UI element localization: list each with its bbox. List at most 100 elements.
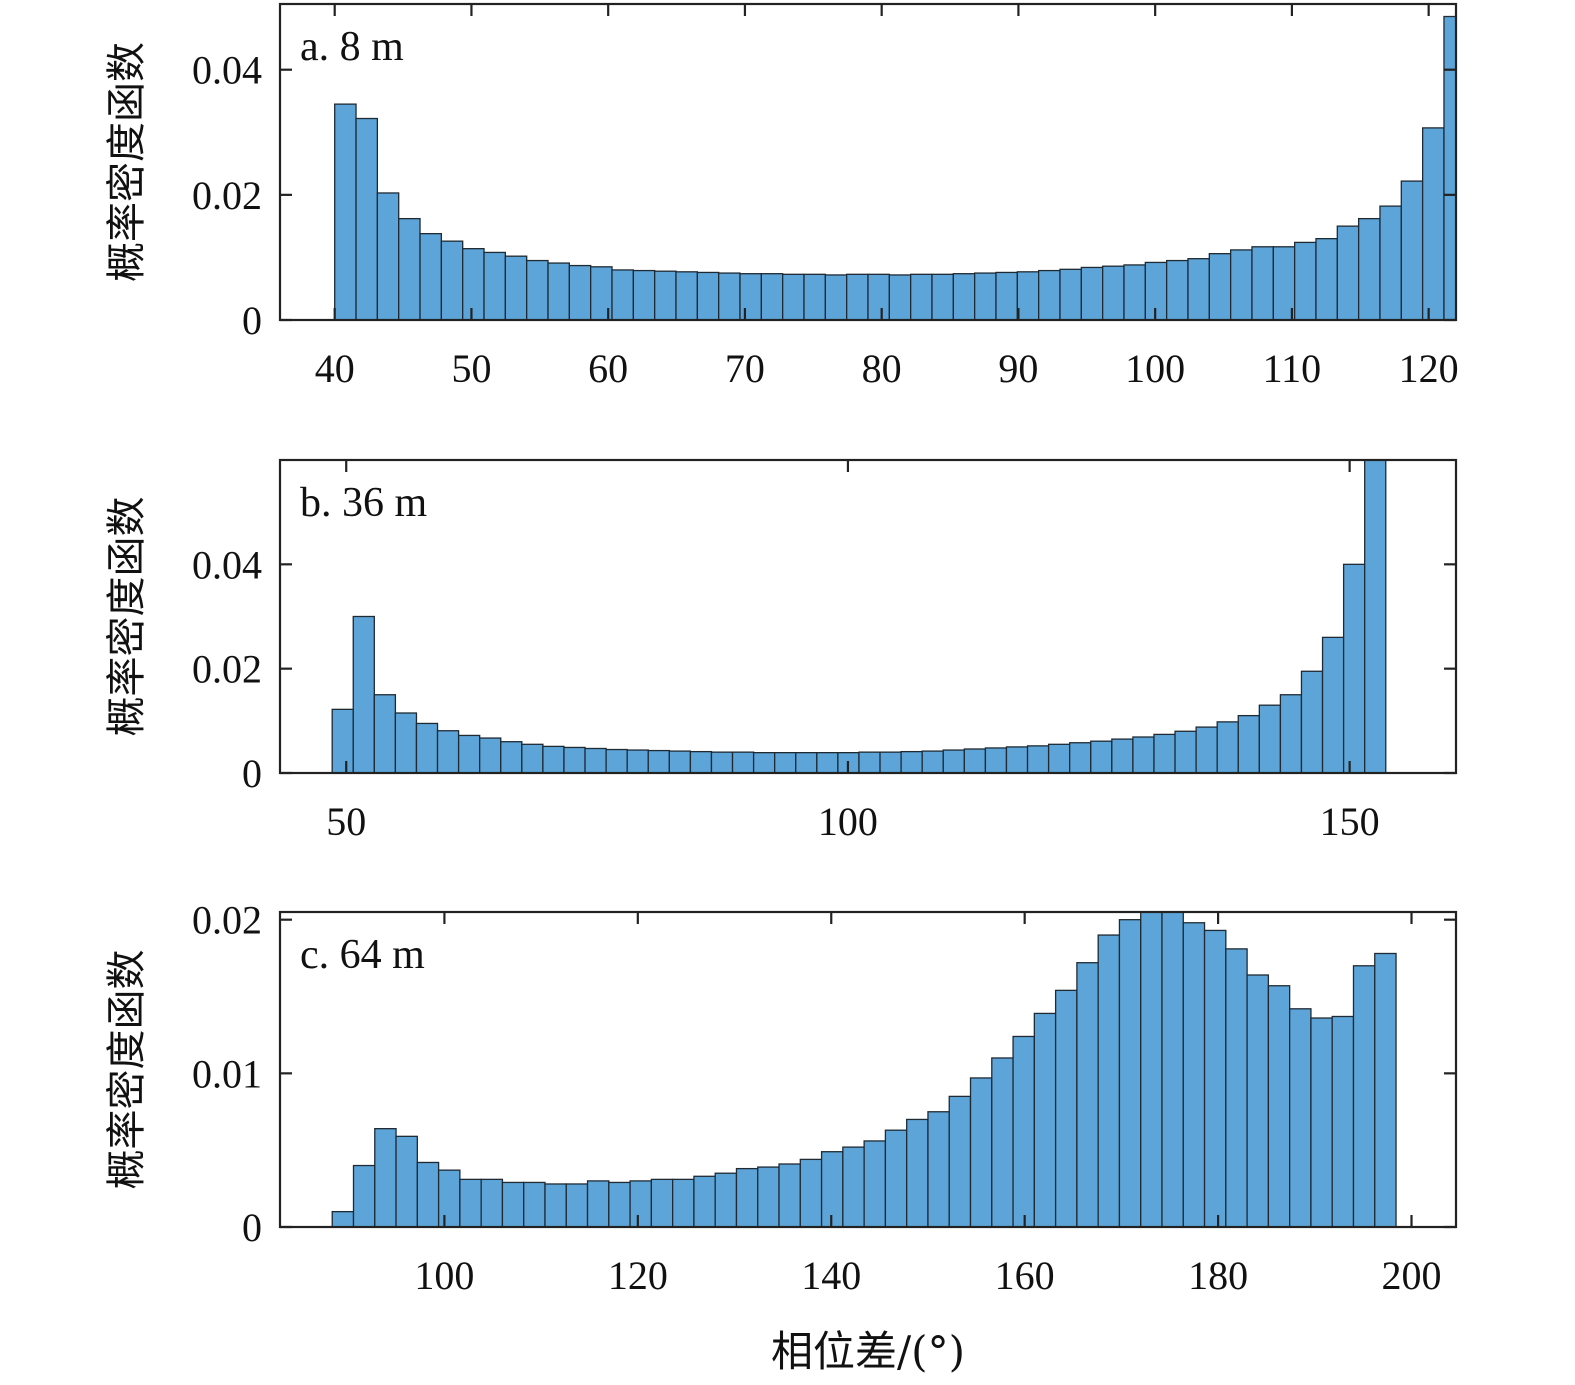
histogram-bar [931, 273, 954, 320]
histogram-bar [1195, 726, 1218, 773]
histogram-bar [523, 1181, 546, 1227]
histogram-bar [440, 240, 464, 320]
histogram-bar [984, 747, 1008, 773]
panel-a: 40 50 60 70 80 90 100 110 120 0 0.02 0.04 a. 8 m 概率密度… [104, 2, 1486, 391]
histogram-bar [906, 1118, 929, 1227]
histogram-bar [1026, 745, 1050, 773]
histogram-bar [942, 749, 965, 773]
histogram-bar [824, 274, 848, 320]
x-tick-label: 150 [1320, 799, 1380, 844]
histogram-bar [795, 752, 818, 773]
histogram-bar [900, 750, 923, 773]
histogram-bar [1012, 1035, 1035, 1227]
histogram-bar [626, 749, 649, 773]
histogram-bar [331, 708, 354, 773]
histogram-bars-b [331, 460, 1387, 773]
histogram-bar [1161, 912, 1184, 1227]
histogram-bar [1421, 127, 1445, 320]
panel-label-b: b. 36 m [300, 480, 428, 526]
histogram-bar [974, 272, 997, 320]
histogram-bar [668, 750, 692, 773]
histogram-bar [774, 752, 797, 773]
histogram-bar [752, 752, 776, 773]
histogram-bar [718, 272, 741, 320]
histogram-bar [1251, 246, 1274, 320]
histogram-bar [376, 192, 400, 320]
x-tick-label: 120 [608, 1253, 668, 1298]
y-tick-label: 0.02 [192, 173, 262, 218]
histogram-bar [373, 694, 397, 773]
histogram-bar [1225, 948, 1248, 1227]
histogram-bar [991, 1057, 1014, 1227]
histogram-bar [1182, 922, 1206, 1227]
histogram-bar [605, 748, 628, 773]
histogram-bar [1443, 15, 1456, 320]
histogram-bar [760, 273, 784, 320]
histogram-bar [735, 1167, 759, 1227]
histogram-bar [374, 1128, 397, 1227]
axes-frame [278, 910, 1458, 1229]
histogram-bar [927, 1111, 950, 1227]
histogram-bar [437, 1169, 461, 1227]
histogram-bar [1267, 985, 1291, 1227]
x-tick-label: 100 [1125, 346, 1185, 391]
y-tick-label: 0 [242, 1205, 262, 1250]
histogram-bar [608, 1181, 631, 1227]
x-tick-label: 90 [998, 346, 1038, 391]
panel-label-a: a. 8 m [300, 24, 404, 70]
y-tick-label: 0 [242, 751, 262, 796]
histogram-bar [731, 751, 755, 773]
y-tick-label: 0.02 [192, 898, 262, 943]
x-tick-label: 120 [1399, 346, 1459, 391]
histogram-bar [816, 752, 839, 773]
histogram-bar [1331, 1015, 1355, 1227]
histogram-bar [331, 1210, 355, 1227]
histogram-bar [782, 273, 805, 320]
histogram-bar [483, 251, 507, 320]
histogram-bar [963, 748, 987, 773]
histogram-bar [1465, 167, 1486, 320]
histogram-bar [1102, 265, 1125, 320]
x-tick-label: 40 [315, 346, 355, 391]
histogram-bar [1080, 266, 1104, 320]
x-tick-label: 110 [1263, 346, 1322, 391]
histogram-bar [1357, 217, 1381, 320]
histogram-bar [1374, 952, 1397, 1227]
histogram-bar [952, 273, 976, 320]
histogram-bar [504, 255, 528, 320]
histogram-bar [419, 232, 443, 320]
y-axis-label: 概率密度函数 [104, 950, 150, 1190]
y-tick-label: 0.02 [192, 647, 262, 692]
histogram-bar [1279, 694, 1303, 773]
histogram-bar [1246, 974, 1270, 1227]
histogram-bar [654, 270, 677, 320]
histogram-bar [778, 1163, 801, 1227]
histogram-bar [632, 269, 656, 320]
y-tick-label: 0.04 [192, 48, 262, 93]
histogram-bar [1174, 730, 1197, 773]
histogram-bar [1336, 225, 1360, 320]
histogram-bar [334, 103, 357, 320]
histogram-bar [563, 746, 586, 773]
histogram-bar [1208, 253, 1232, 320]
histogram-bar [1097, 934, 1121, 1227]
histogram-bar [846, 273, 869, 320]
histogram-bar [879, 751, 902, 773]
histogram-bar [969, 1077, 993, 1227]
histogram-bar [867, 273, 890, 320]
histogram-bar [1076, 962, 1099, 1227]
histogram-bar [884, 1129, 908, 1227]
histogram-bar [1016, 271, 1040, 320]
histogram-bar [457, 734, 481, 773]
histogram-bar [1038, 269, 1061, 320]
histogram-bar [1342, 563, 1366, 773]
histogram-bar [647, 749, 670, 773]
x-tick-label: 160 [995, 1253, 1055, 1298]
histogram-bar [462, 248, 485, 320]
histogram-bar [1090, 740, 1113, 773]
histogram-bar [1352, 965, 1376, 1227]
histogram-bar [1153, 733, 1176, 773]
histogram-bar [352, 615, 375, 773]
x-tick-label: 100 [414, 1253, 474, 1298]
